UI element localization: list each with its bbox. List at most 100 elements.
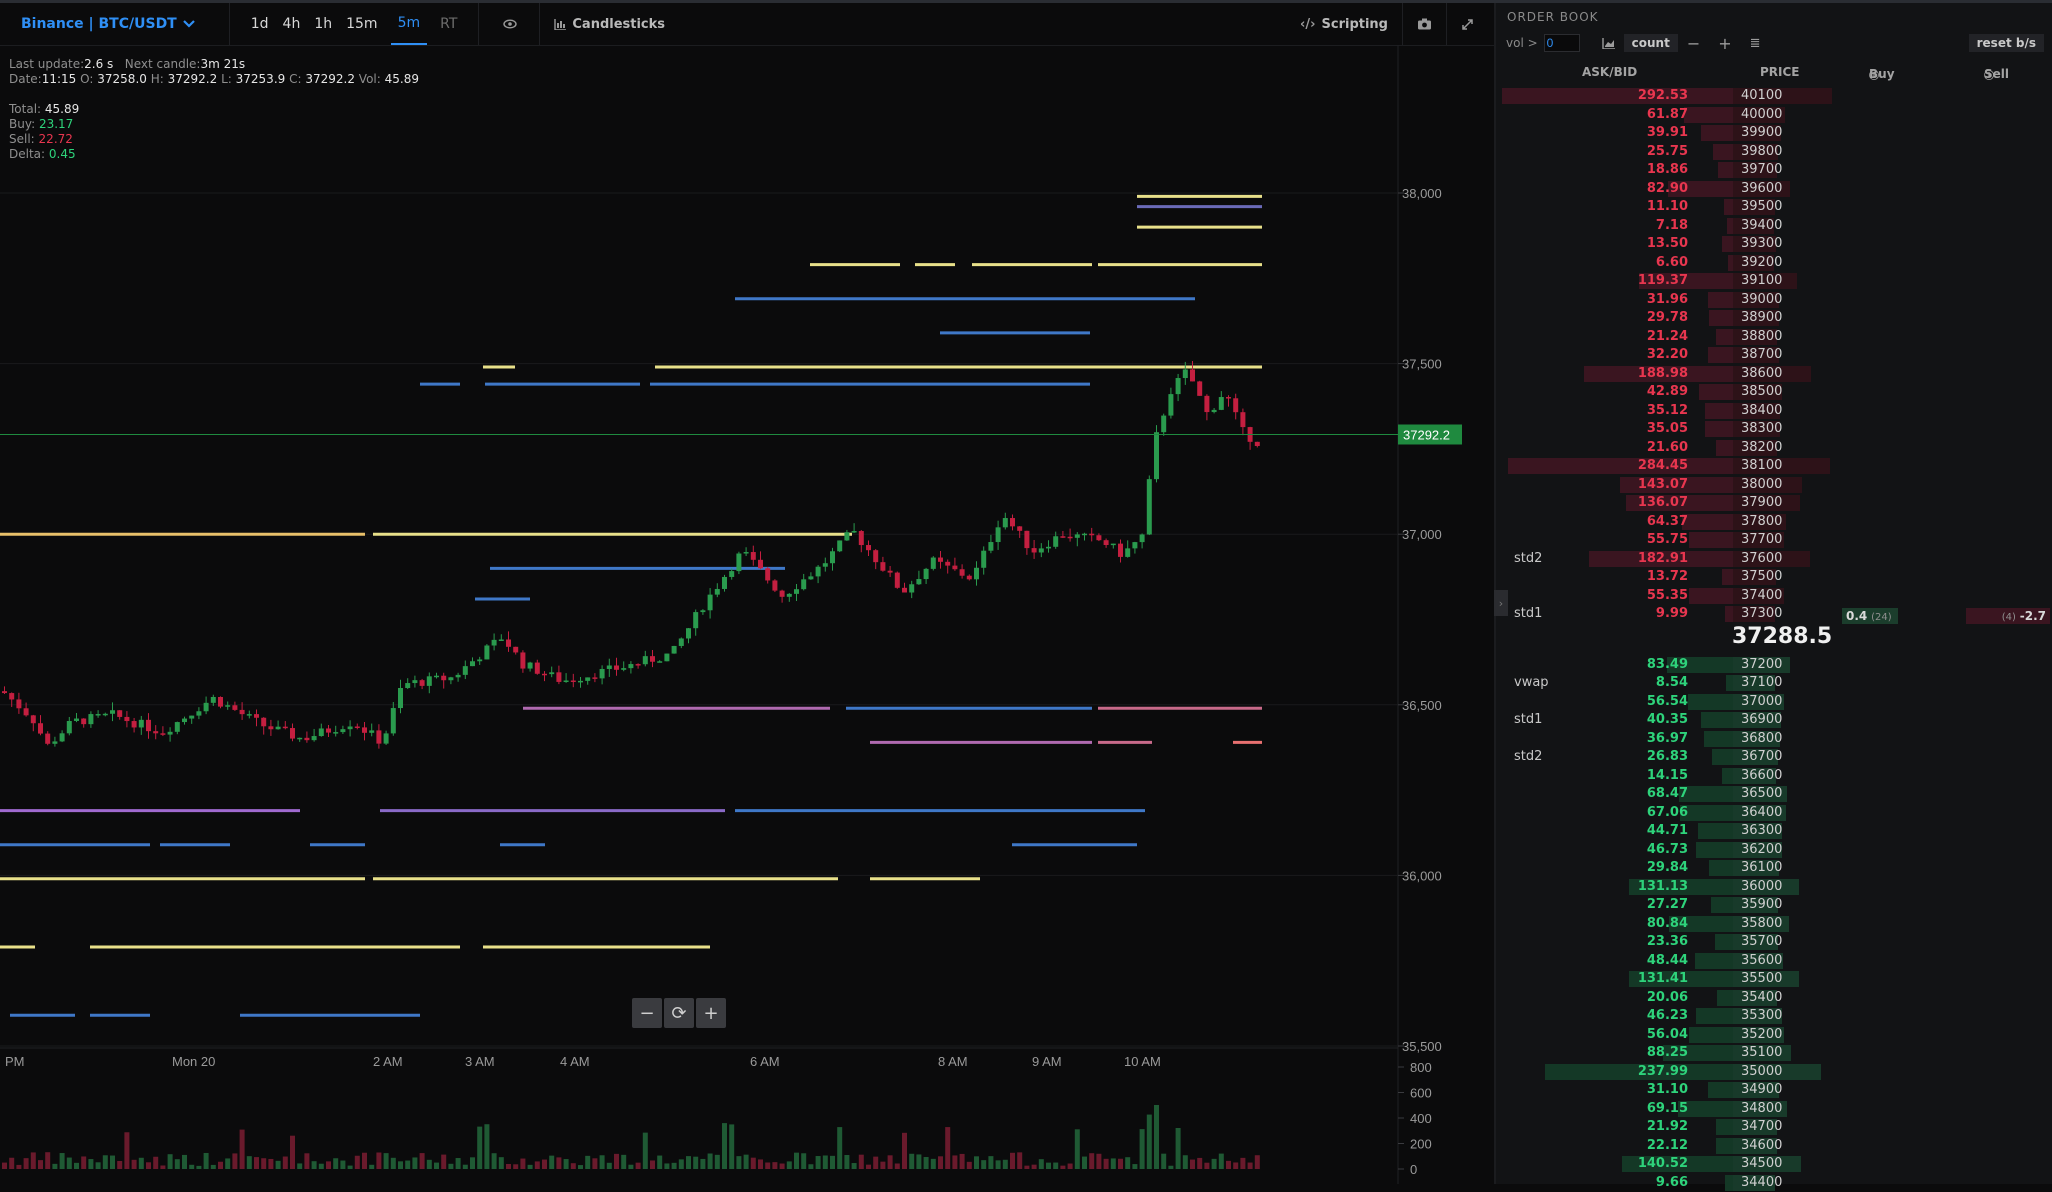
fullscreen-icon[interactable] <box>1461 18 1474 31</box>
chart-icon[interactable] <box>1602 38 1615 49</box>
timeframe-1h[interactable]: 1h <box>307 3 339 45</box>
candle-body <box>578 681 583 683</box>
volume-tick-label: 200 <box>1410 1137 1432 1152</box>
vol-filter-input[interactable] <box>1544 34 1580 52</box>
price-chart[interactable]: 38,00037,50037,00036,50036,00035,5003729… <box>0 45 1494 1184</box>
candle-body <box>1118 544 1123 557</box>
candle-body <box>1096 535 1101 540</box>
volume-bar <box>225 1158 230 1169</box>
camera-icon[interactable] <box>1417 18 1432 30</box>
volume-bar <box>578 1165 583 1169</box>
reset-zoom-button[interactable]: ⟳ <box>664 998 694 1028</box>
code-icon: ‹/› <box>1300 17 1315 32</box>
depth-bar <box>1717 990 1733 1006</box>
increase-button[interactable]: + <box>1718 34 1731 53</box>
count-toggle[interactable]: count <box>1624 34 1678 52</box>
timeframe-5m[interactable]: 5m <box>391 3 428 45</box>
candle-body <box>520 652 525 668</box>
timeframe-1d[interactable]: 1d <box>244 3 276 45</box>
decrease-button[interactable]: − <box>1687 34 1700 53</box>
timeframe-15m[interactable]: 15m <box>339 3 384 45</box>
volume-bar <box>1089 1153 1094 1169</box>
timeframe-rt[interactable]: RT <box>433 3 464 45</box>
list-icon[interactable]: ≣ <box>1750 36 1761 51</box>
volume-bar <box>1212 1159 1217 1169</box>
volume-bar <box>348 1166 353 1169</box>
volume-bar <box>146 1162 151 1169</box>
symbol-selector[interactable]: Binance | BTC/USDT <box>21 16 195 32</box>
chart-type-button[interactable]: Candlesticks <box>554 17 665 32</box>
zoom-out-button[interactable]: − <box>632 998 662 1028</box>
candle-body <box>1039 548 1044 552</box>
candle-body <box>1082 534 1087 536</box>
scripting-button[interactable]: ‹/› Scripting <box>1300 17 1388 32</box>
order-price: 35300 <box>1741 1008 1782 1023</box>
reset-button[interactable]: reset b/s <box>1969 34 2044 52</box>
zoom-in-button[interactable]: + <box>696 998 726 1028</box>
volume-bar <box>103 1155 108 1169</box>
candle-body <box>736 554 741 572</box>
volume-bar <box>600 1155 605 1169</box>
eye-icon[interactable] <box>503 19 517 29</box>
volume-bar <box>722 1123 727 1169</box>
timeframe-4h[interactable]: 4h <box>276 3 308 45</box>
